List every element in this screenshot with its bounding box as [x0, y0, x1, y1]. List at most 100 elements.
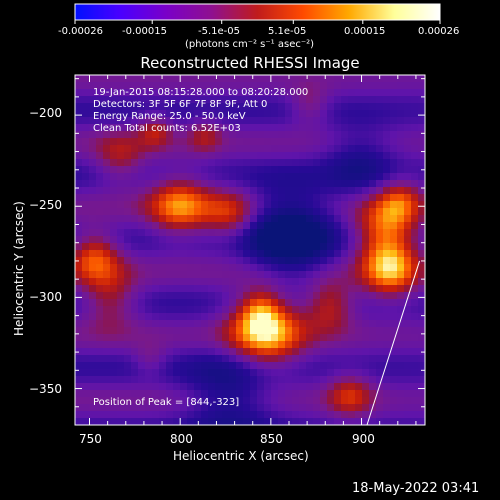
- heatmap-cell: [320, 103, 327, 110]
- heatmap-cell: [348, 327, 355, 334]
- heatmap-cell: [306, 320, 313, 327]
- heatmap-cell: [166, 264, 173, 271]
- heatmap-cell: [208, 278, 215, 285]
- heatmap-cell: [145, 145, 152, 152]
- heatmap-cell: [236, 341, 243, 348]
- heatmap-cell: [215, 348, 222, 355]
- heatmap-cell: [82, 180, 89, 187]
- heatmap-cell: [418, 418, 425, 425]
- heatmap-cell: [334, 145, 341, 152]
- heatmap-cell: [229, 257, 236, 264]
- heatmap-cell: [292, 131, 299, 138]
- heatmap-cell: [236, 194, 243, 201]
- heatmap-cell: [250, 229, 257, 236]
- heatmap-cell: [82, 418, 89, 425]
- heatmap-cell: [334, 222, 341, 229]
- heatmap-cell: [145, 397, 152, 404]
- heatmap-cell: [159, 180, 166, 187]
- heatmap-cell: [362, 138, 369, 145]
- heatmap-cell: [152, 292, 159, 299]
- colorbar-tick-label: -0.00015: [122, 26, 167, 37]
- heatmap-cell: [292, 348, 299, 355]
- heatmap-cell: [180, 362, 187, 369]
- heatmap-cell: [264, 341, 271, 348]
- heatmap-cell: [131, 418, 138, 425]
- heatmap-cell: [418, 285, 425, 292]
- heatmap-cell: [152, 222, 159, 229]
- heatmap-cell: [96, 411, 103, 418]
- heatmap-cell: [180, 313, 187, 320]
- heatmap-cell: [292, 264, 299, 271]
- heatmap-cell: [96, 278, 103, 285]
- heatmap-cell: [404, 82, 411, 89]
- heatmap-cell: [313, 103, 320, 110]
- heatmap-cell: [355, 103, 362, 110]
- heatmap-cell: [376, 236, 383, 243]
- heatmap-cell: [327, 117, 334, 124]
- heatmap-cell: [327, 383, 334, 390]
- heatmap-cell: [285, 278, 292, 285]
- heatmap-cell: [383, 271, 390, 278]
- heatmap-cell: [348, 159, 355, 166]
- heatmap-cell: [355, 152, 362, 159]
- heatmap-cell: [222, 103, 229, 110]
- heatmap-cell: [131, 306, 138, 313]
- heatmap-cell: [89, 145, 96, 152]
- heatmap-cell: [362, 411, 369, 418]
- heatmap-cell: [201, 355, 208, 362]
- heatmap-cell: [355, 180, 362, 187]
- heatmap-cell: [82, 131, 89, 138]
- heatmap-cell: [313, 201, 320, 208]
- heatmap-cell: [145, 355, 152, 362]
- heatmap-cell: [187, 229, 194, 236]
- heatmap-cell: [229, 124, 236, 131]
- heatmap-cell: [250, 285, 257, 292]
- heatmap-cell: [110, 215, 117, 222]
- heatmap-cell: [208, 355, 215, 362]
- heatmap-cell: [397, 124, 404, 131]
- heatmap-cell: [334, 229, 341, 236]
- heatmap-cell: [292, 201, 299, 208]
- heatmap-cell: [418, 124, 425, 131]
- heatmap-cell: [369, 180, 376, 187]
- heatmap-cell: [320, 285, 327, 292]
- heatmap-cell: [145, 404, 152, 411]
- colorbar-tick-label: 0.00026: [418, 26, 460, 37]
- heatmap-cell: [229, 110, 236, 117]
- heatmap-cell: [180, 341, 187, 348]
- heatmap-cell: [348, 397, 355, 404]
- heatmap-cell: [131, 222, 138, 229]
- heatmap-cell: [166, 222, 173, 229]
- heatmap-cell: [404, 250, 411, 257]
- heatmap-cell: [250, 278, 257, 285]
- heatmap-cell: [320, 124, 327, 131]
- heatmap-cell: [313, 152, 320, 159]
- heatmap-cell: [243, 75, 250, 82]
- heatmap-cell: [215, 89, 222, 96]
- heatmap-cell: [376, 194, 383, 201]
- heatmap-cell: [390, 404, 397, 411]
- heatmap-cell: [264, 243, 271, 250]
- heatmap-cell: [124, 222, 131, 229]
- heatmap-cell: [306, 376, 313, 383]
- heatmap-cell: [187, 173, 194, 180]
- heatmap-cell: [306, 110, 313, 117]
- heatmap-cell: [362, 152, 369, 159]
- heatmap-cell: [82, 264, 89, 271]
- heatmap-cell: [138, 320, 145, 327]
- heatmap-cell: [341, 278, 348, 285]
- heatmap-cell: [327, 110, 334, 117]
- heatmap-cell: [418, 236, 425, 243]
- heatmap-cell: [334, 299, 341, 306]
- heatmap-cell: [320, 320, 327, 327]
- heatmap-cell: [313, 376, 320, 383]
- heatmap-cell: [82, 124, 89, 131]
- heatmap-cell: [180, 390, 187, 397]
- heatmap-cell: [243, 208, 250, 215]
- heatmap-cell: [383, 82, 390, 89]
- heatmap-cell: [278, 320, 285, 327]
- heatmap-cell: [194, 313, 201, 320]
- heatmap-cell: [299, 173, 306, 180]
- heatmap-cell: [194, 278, 201, 285]
- heatmap-cell: [131, 285, 138, 292]
